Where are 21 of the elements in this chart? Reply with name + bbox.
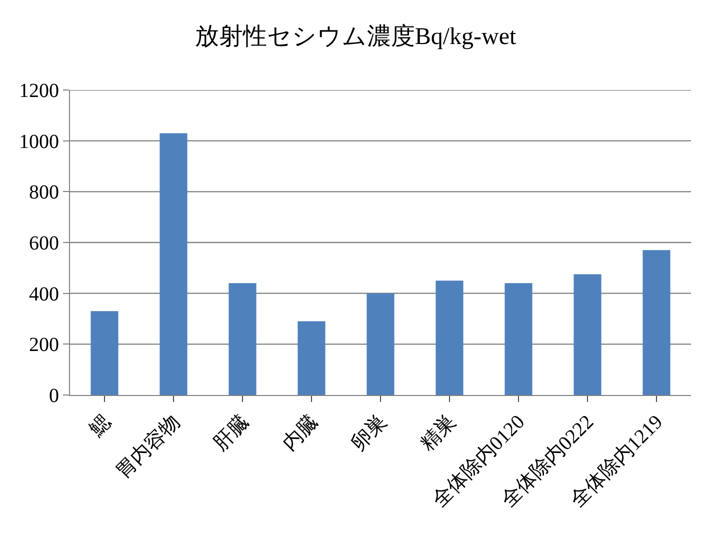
bar bbox=[298, 321, 326, 395]
x-tick-label: 肝臓 bbox=[209, 411, 254, 455]
bar bbox=[574, 274, 602, 395]
bar bbox=[436, 280, 464, 395]
bar bbox=[90, 311, 118, 395]
bar bbox=[366, 293, 394, 395]
y-tick-label: 1200 bbox=[19, 80, 59, 102]
y-tick-label: 200 bbox=[29, 334, 59, 356]
chart-title: 放射性セシウム濃度Bq/kg-wet bbox=[194, 23, 516, 50]
bar bbox=[160, 133, 188, 395]
bar bbox=[228, 283, 256, 395]
x-tick-label: 卵巣 bbox=[347, 411, 392, 455]
y-tick-label: 0 bbox=[49, 385, 59, 407]
bar bbox=[504, 283, 532, 395]
y-tick-label: 400 bbox=[29, 283, 59, 306]
y-tick-label: 600 bbox=[29, 232, 59, 254]
x-tick-label: 内臓 bbox=[278, 411, 322, 455]
x-tick-label: 精巣 bbox=[416, 411, 460, 455]
y-tick-label: 800 bbox=[29, 182, 59, 204]
y-tick-label: 1000 bbox=[19, 130, 59, 153]
bar bbox=[642, 250, 670, 395]
